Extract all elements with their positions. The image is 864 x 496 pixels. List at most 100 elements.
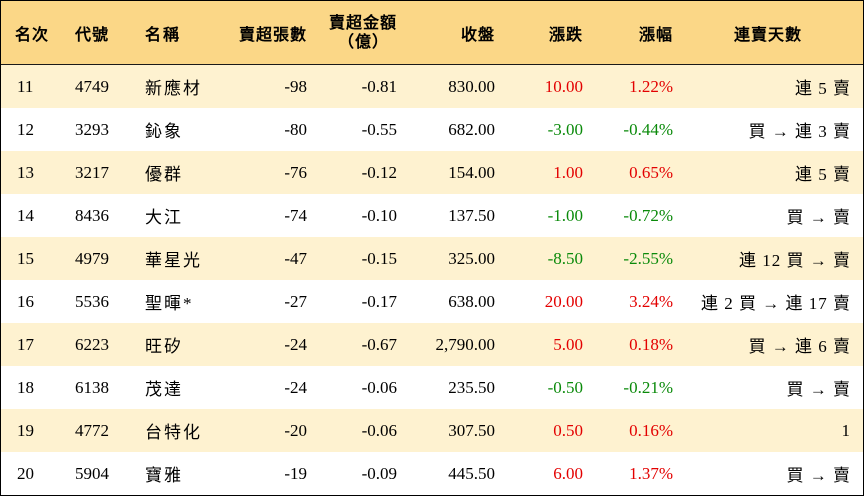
header-net-sell-amount: 賣超金額 （億） <box>307 14 397 52</box>
cell-change: -0.50 <box>547 377 583 397</box>
cell-name: 大江 <box>145 208 183 227</box>
cell-rank: 19 <box>17 420 34 440</box>
cell-change-pct: 0.16% <box>629 420 673 440</box>
cell-rank: 11 <box>17 76 34 96</box>
cell-name: 台特化 <box>145 423 202 442</box>
cell-rank: 16 <box>17 291 34 311</box>
cell-rank: 12 <box>17 119 34 139</box>
cell-change-pct: 1.37% <box>629 463 673 483</box>
header-name: 名稱 <box>145 26 182 44</box>
cell-net-sell-amount: -0.55 <box>361 119 397 139</box>
cell-code: 5904 <box>75 463 109 483</box>
cell-net-sell-lots: -76 <box>284 162 307 182</box>
cell-close: 307.50 <box>448 420 495 440</box>
header-rank: 名次 <box>15 26 50 44</box>
cell-consecutive-days: 買 → 連 6 賣 <box>748 337 851 356</box>
cell-name: 鈊象 <box>145 122 183 141</box>
table-row: 16 5536 聖暉* -27 -0.17 638.00 20.00 3.24% 連 2 買 →… <box>1 280 863 323</box>
cell-change-pct: -2.55% <box>623 248 673 268</box>
cell-close: 445.50 <box>448 463 495 483</box>
cell-change-pct: 3.24% <box>629 291 673 311</box>
cell-net-sell-amount: -0.67 <box>361 334 397 354</box>
cell-consecutive-days: 連 5 賣 <box>795 165 851 184</box>
cell-close: 830.00 <box>448 76 495 96</box>
cell-net-sell-lots: -24 <box>284 377 307 397</box>
table-header-row: 名次 代號 名稱 賣超張數 賣超金額 （億） 收盤 漲跌 漲幅 連賣天數 <box>1 1 863 65</box>
cell-name: 旺矽 <box>145 337 183 356</box>
cell-net-sell-amount: -0.06 <box>361 377 397 397</box>
cell-consecutive-days: 買 → 賣 <box>786 208 851 227</box>
cell-code: 6138 <box>75 377 109 397</box>
cell-net-sell-lots: -80 <box>284 119 307 139</box>
table-row: 15 4979 華星光 -47 -0.15 325.00 -8.50 -2.55% 連 12 買… <box>1 237 863 280</box>
table-row: 18 6138 茂達 -24 -0.06 235.50 -0.50 -0.21% 買 → 賣 <box>1 366 863 409</box>
table-row: 13 3217 優群 -76 -0.12 154.00 1.00 0.65% 連 5 賣 <box>1 151 863 194</box>
cell-consecutive-days: 連 12 買 → 賣 <box>739 251 851 270</box>
table-row: 11 4749 新應材 -98 -0.81 830.00 10.00 1.22% 連 5 賣 <box>1 65 863 108</box>
cell-net-sell-lots: -19 <box>284 463 307 483</box>
cell-close: 137.50 <box>448 205 495 225</box>
cell-change-pct: -0.72% <box>623 205 673 225</box>
cell-rank: 14 <box>17 205 34 225</box>
cell-net-sell-amount: -0.09 <box>361 463 397 483</box>
cell-close: 154.00 <box>448 162 495 182</box>
cell-consecutive-days: 買 → 賣 <box>786 380 851 399</box>
cell-rank: 18 <box>17 377 34 397</box>
cell-net-sell-amount: -0.06 <box>361 420 397 440</box>
cell-change: 5.00 <box>553 334 583 354</box>
cell-net-sell-amount: -0.10 <box>361 205 397 225</box>
cell-consecutive-days: 連 5 賣 <box>795 79 851 98</box>
cell-name: 茂達 <box>145 380 183 399</box>
cell-change: 1.00 <box>553 162 583 182</box>
cell-net-sell-lots: -47 <box>284 248 307 268</box>
cell-code: 4772 <box>75 420 109 440</box>
table-row: 20 5904 寶雅 -19 -0.09 445.50 6.00 1.37% 買 → 賣 <box>1 452 863 495</box>
cell-close: 325.00 <box>448 248 495 268</box>
cell-rank: 17 <box>17 334 34 354</box>
cell-net-sell-amount: -0.17 <box>361 291 397 311</box>
header-change: 漲跌 <box>548 26 583 44</box>
cell-change: 0.50 <box>553 420 583 440</box>
cell-code: 4979 <box>75 248 109 268</box>
cell-net-sell-amount: -0.81 <box>361 76 397 96</box>
cell-close: 235.50 <box>448 377 495 397</box>
table-row: 19 4772 台特化 -20 -0.06 307.50 0.50 0.16% 1 <box>1 409 863 452</box>
cell-consecutive-days: 1 <box>841 420 851 440</box>
header-net-sell-amount-title: 賣超金額 <box>328 14 397 32</box>
cell-change: -3.00 <box>547 119 583 139</box>
cell-net-sell-lots: -74 <box>284 205 307 225</box>
cell-consecutive-days: 買 → 賣 <box>786 466 851 485</box>
cell-rank: 15 <box>17 248 34 268</box>
header-consecutive-days: 連賣天數 <box>733 26 802 44</box>
cell-close: 638.00 <box>448 291 495 311</box>
cell-change: 6.00 <box>553 463 583 483</box>
cell-rank: 13 <box>17 162 34 182</box>
cell-change-pct: 1.22% <box>629 76 673 96</box>
cell-consecutive-days: 買 → 連 3 賣 <box>748 122 851 141</box>
cell-change: 20.00 <box>544 291 583 311</box>
cell-change: -8.50 <box>547 248 583 268</box>
cell-code: 8436 <box>75 205 109 225</box>
cell-net-sell-lots: -24 <box>284 334 307 354</box>
cell-change-pct: -0.44% <box>623 119 673 139</box>
table-row: 17 6223 旺矽 -24 -0.67 2,790.00 5.00 0.18% 買 → 連 6… <box>1 323 863 366</box>
cell-change-pct: 0.18% <box>629 334 673 354</box>
cell-close: 682.00 <box>448 119 495 139</box>
cell-name: 華星光 <box>145 251 202 270</box>
cell-change: -1.00 <box>547 205 583 225</box>
cell-code: 5536 <box>75 291 109 311</box>
cell-net-sell-lots: -27 <box>284 291 307 311</box>
cell-change-pct: 0.65% <box>629 162 673 182</box>
header-net-sell-amount-unit: （億） <box>337 33 389 51</box>
cell-net-sell-lots: -98 <box>284 76 307 96</box>
cell-name: 新應材 <box>145 79 202 98</box>
header-close: 收盤 <box>460 26 495 44</box>
cell-change-pct: -0.21% <box>623 377 673 397</box>
cell-rank: 20 <box>17 463 34 483</box>
cell-code: 3217 <box>75 162 109 182</box>
cell-net-sell-amount: -0.12 <box>361 162 397 182</box>
cell-name: 優群 <box>145 165 183 184</box>
cell-net-sell-amount: -0.15 <box>361 248 397 268</box>
cell-code: 6223 <box>75 334 109 354</box>
